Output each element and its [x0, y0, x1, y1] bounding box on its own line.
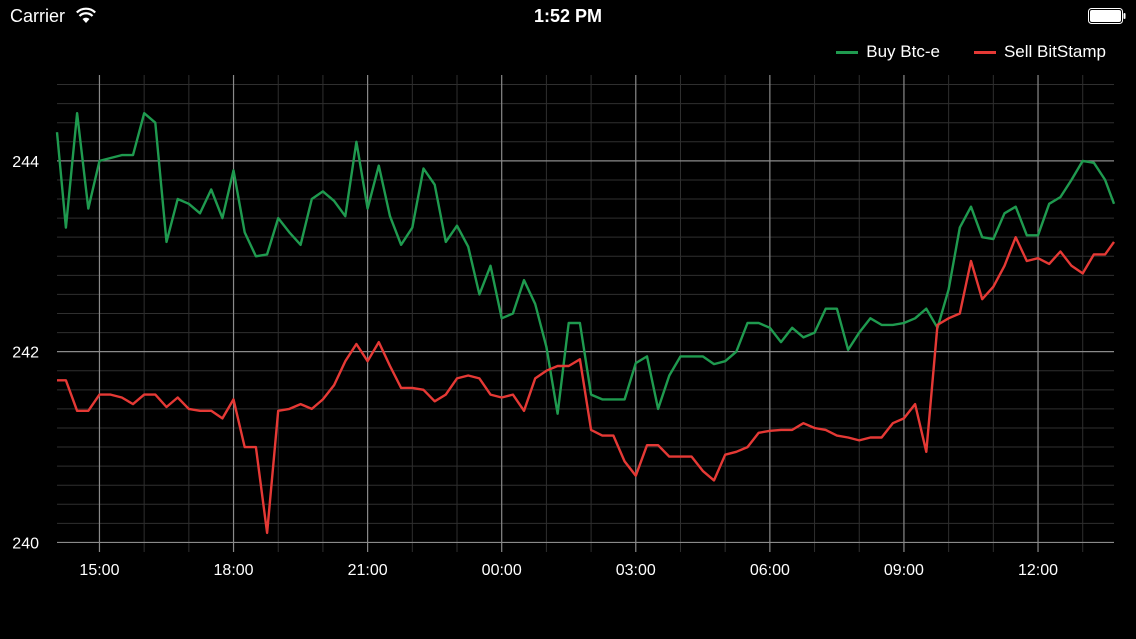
legend-swatch-sell [973, 50, 996, 54]
x-tick-label: 06:00 [750, 562, 790, 579]
series-line-buy [55, 112, 1116, 415]
status-time: 1:52 PM [533, 6, 603, 26]
legend-label-buy: Buy Btc-e [866, 42, 940, 61]
carrier-label: Carrier [10, 6, 66, 26]
x-tick-label: 12:00 [1018, 562, 1058, 579]
y-tick-label: 240 [12, 535, 39, 552]
battery-icon [1088, 8, 1126, 24]
legend-swatch-buy [836, 50, 859, 54]
x-tick-label: 03:00 [616, 562, 656, 579]
y-tick-label: 244 [12, 154, 39, 171]
x-tick-label: 15:00 [79, 562, 119, 579]
x-tick-label: 21:00 [348, 562, 388, 579]
status-bar: Carrier 1:52 PM [0, 0, 1136, 32]
series-line-sell [57, 236, 1115, 535]
legend-item-sell: Sell BitStamp [973, 42, 1106, 62]
legend-item-buy: Buy Btc-e [836, 42, 940, 62]
legend-label-sell: Sell BitStamp [1003, 42, 1106, 61]
chart-legend: Buy Btc-e Sell BitStamp [836, 42, 1106, 62]
x-tick-label: 00:00 [482, 562, 522, 579]
y-tick-label: 242 [12, 345, 39, 362]
wifi-icon [76, 7, 96, 23]
x-tick-label: 09:00 [884, 562, 924, 579]
x-tick-label: 18:00 [214, 562, 254, 579]
